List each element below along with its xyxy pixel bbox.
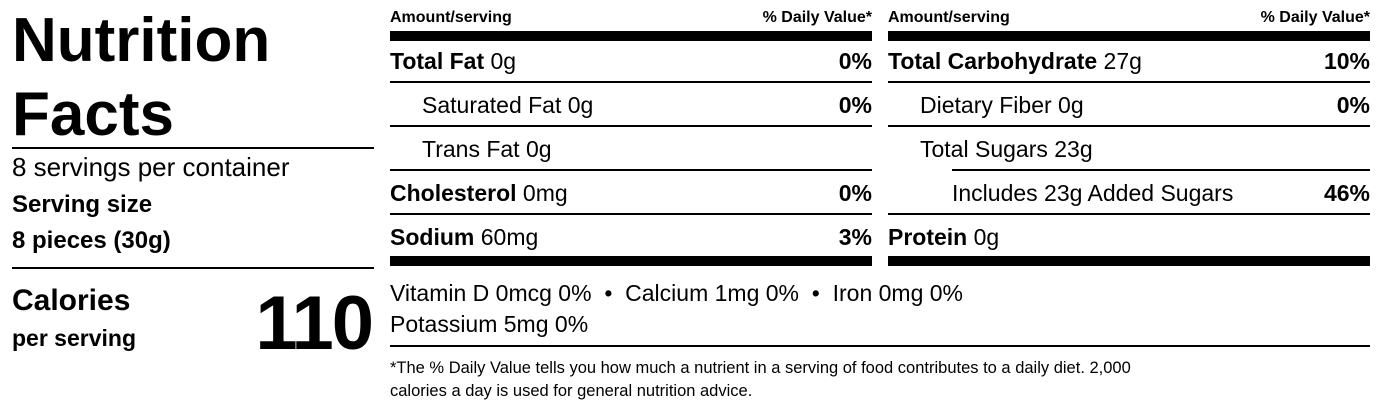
amount-header: Amount/serving xyxy=(888,9,1010,26)
nutrient-name: Saturated Fat xyxy=(422,92,562,118)
nutrient-row: Trans Fat 0g xyxy=(390,134,872,164)
servings-per-container: 8 servings per container xyxy=(12,152,290,182)
daily-value-percent: 0% xyxy=(838,48,872,74)
nutrient-amount: 0g xyxy=(567,92,594,118)
serving-size-value: 8 pieces (30g) xyxy=(12,227,171,254)
nutrient-row: Total Fat 0g 0% xyxy=(390,46,872,76)
nutrient-name: Cholesterol xyxy=(390,180,517,206)
title-nutrition: Nutrition xyxy=(12,6,271,75)
nutrient-name: Sodium xyxy=(390,224,475,250)
nutrient-amount: 0g xyxy=(1058,92,1084,118)
calories-label: Calories xyxy=(12,284,131,317)
daily-value-percent: 10% xyxy=(1323,48,1370,74)
nutrient-amount: 60mg xyxy=(480,224,539,250)
nutrient-amount: 27g xyxy=(1103,48,1142,74)
divider xyxy=(888,213,1370,215)
divider xyxy=(390,213,872,215)
nutrient-name: Total Sugars xyxy=(920,136,1048,162)
nutrient-amount: 0g xyxy=(490,48,517,74)
divider xyxy=(12,267,374,269)
daily-value-header: % Daily Value* xyxy=(762,9,872,26)
thick-divider xyxy=(390,31,872,41)
daily-value-percent: 46% xyxy=(1323,180,1370,206)
nutrient-row: Cholesterol 0mg 0% xyxy=(390,178,872,208)
divider xyxy=(390,169,872,171)
nutrient-row: Total Sugars 23g xyxy=(888,134,1370,164)
divider xyxy=(888,125,1370,127)
nutrient-name: Total Carbohydrate xyxy=(888,48,1098,74)
nutrient-row: Sodium 60mg 3% xyxy=(390,222,872,252)
potassium-line: Potassium 5mg 0% xyxy=(390,311,589,337)
nutrient-row: Total Carbohydrate 27g 10% xyxy=(888,46,1370,76)
nutrient-amount: 23g xyxy=(1054,136,1093,162)
nutrient-amount: 0g xyxy=(525,136,552,162)
nutrient-name: Protein xyxy=(888,224,968,250)
thick-divider xyxy=(390,256,872,266)
divider xyxy=(952,169,1370,171)
nutrient-name: Includes 23g Added Sugars xyxy=(952,180,1234,206)
calories-per-serving: per serving xyxy=(12,325,136,351)
calories-value: 110 xyxy=(255,281,374,366)
nutrient-row: Includes 23g Added Sugars 46% xyxy=(888,178,1370,208)
daily-value-percent: 0% xyxy=(1336,92,1370,118)
daily-value-percent: 3% xyxy=(838,224,872,250)
thick-divider xyxy=(888,256,1370,266)
nutrient-name: Dietary Fiber xyxy=(920,92,1052,118)
thick-divider xyxy=(888,31,1370,41)
title-facts: Facts xyxy=(12,80,174,149)
daily-value-percent: 0% xyxy=(838,180,872,206)
divider xyxy=(888,81,1370,83)
serving-size-label: Serving size xyxy=(12,191,153,218)
vitamins-line: Vitamin D 0mcg 0% • Calcium 1mg 0% • Iro… xyxy=(390,280,964,306)
nutrient-row: Protein 0g xyxy=(888,222,1370,252)
footnote-line2: calories a day is used for general nutri… xyxy=(390,382,753,400)
nutrient-name: Total Fat xyxy=(390,48,485,74)
divider xyxy=(390,125,872,127)
amount-header: Amount/serving xyxy=(390,9,512,26)
divider xyxy=(390,345,1370,347)
daily-value-percent: 0% xyxy=(838,92,872,118)
nutrient-name: Trans Fat xyxy=(422,136,520,162)
divider xyxy=(12,147,374,149)
nutrient-amount: 0g xyxy=(973,224,1000,250)
footnote-line1: *The % Daily Value tells you how much a … xyxy=(390,359,1131,377)
nutrient-amount: 0mg xyxy=(522,180,568,206)
nutrient-row: Dietary Fiber 0g 0% xyxy=(888,90,1370,120)
daily-value-header: % Daily Value* xyxy=(1260,9,1370,26)
divider xyxy=(390,81,872,83)
nutrient-row: Saturated Fat 0g 0% xyxy=(390,90,872,120)
